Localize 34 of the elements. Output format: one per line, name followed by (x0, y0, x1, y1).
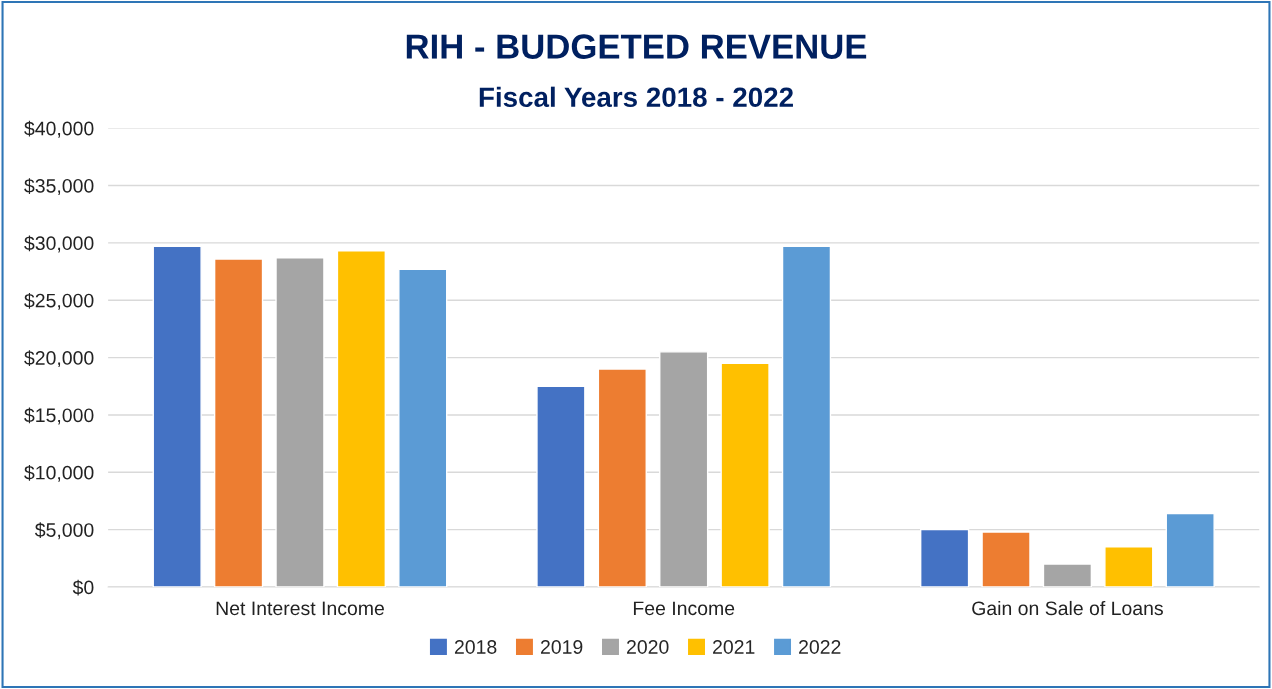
x-tick-label: Gain on Sale of Loans (972, 600, 1163, 616)
bar (398, 268, 448, 588)
bar (536, 385, 586, 588)
legend-label: 2022 (799, 640, 841, 654)
y-tick-label: $30,000 (24, 235, 94, 253)
y-tick-label: $20,000 (24, 350, 94, 368)
chart-subtitle: Fiscal Years 2018 - 2022 (479, 86, 793, 108)
bar (981, 531, 1031, 588)
bar (213, 258, 264, 588)
bar (597, 368, 647, 588)
y-tick-label: $25,000 (24, 292, 94, 310)
legend-label: 2021 (713, 640, 755, 654)
bar (720, 362, 770, 588)
bar (1165, 512, 1215, 588)
y-tick-label: $40,000 (24, 120, 94, 138)
y-tick-label: $15,000 (24, 407, 94, 425)
bar (919, 528, 970, 588)
bar (152, 245, 202, 588)
x-tick-label: Fee Income (633, 601, 735, 616)
bar (659, 351, 709, 588)
y-tick-label: $10,000 (24, 464, 94, 482)
bar (336, 250, 387, 588)
legend-label: 2020 (627, 640, 669, 654)
y-tick-label: $0 (72, 579, 94, 596)
bar (1042, 563, 1093, 588)
y-tick-label: $5,000 (34, 522, 94, 540)
bar (275, 257, 325, 588)
x-tick-label: Net Interest Income (216, 601, 384, 616)
bar (781, 245, 832, 588)
legend-label: 2018 (454, 640, 497, 654)
bar (1104, 546, 1154, 588)
chart-title: RIH - BUDGETED REVENUE (406, 34, 867, 59)
legend-label: 2019 (540, 640, 583, 654)
y-tick-label: $35,000 (24, 178, 94, 196)
